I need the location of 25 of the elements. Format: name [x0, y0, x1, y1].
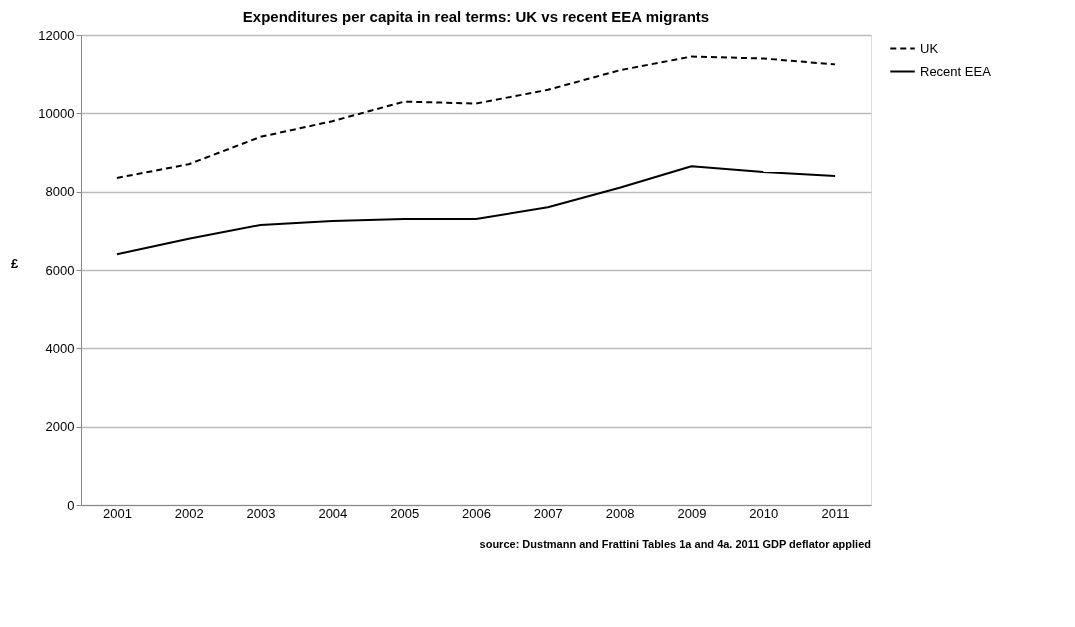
x-tick-label: 2008: [605, 505, 635, 521]
x-tick-label: 2004: [318, 505, 348, 521]
y-tick-label: 10000: [38, 105, 75, 121]
y-axis-title: £: [11, 255, 20, 271]
y-tick-label: 8000: [45, 184, 75, 200]
chart-title: Expenditures per capita in real terms: UK vs recent EEA migrants: [242, 8, 710, 25]
x-tick-label: 2001: [102, 505, 132, 521]
x-tick-label: 2006: [462, 505, 491, 521]
y-tick-label: 12000: [38, 27, 75, 43]
y-tick-label: 6000: [45, 262, 75, 278]
line-series: [115, 165, 837, 256]
x-tick-label: 2003: [246, 505, 276, 521]
x-tick-label: 2002: [174, 505, 204, 521]
y-tick-label: 0: [67, 497, 75, 513]
line-series: [115, 55, 837, 179]
x-tick-label: 2007: [533, 505, 563, 521]
x-tick-label: 2011: [821, 505, 850, 521]
x-tick-label: 2009: [677, 505, 707, 521]
legend-label: UK: [920, 40, 939, 56]
y-tick-label: 4000: [45, 340, 75, 356]
legend-label: Recent EEA: [920, 63, 992, 79]
source-note: source: Dustmann and Frattini Tables 1a and 4a. 2011 GDP deflator applied: [479, 538, 871, 550]
x-tick-label: 2010: [749, 505, 779, 521]
x-tick-label: 2005: [390, 505, 420, 521]
y-tick-label: 2000: [45, 419, 75, 435]
